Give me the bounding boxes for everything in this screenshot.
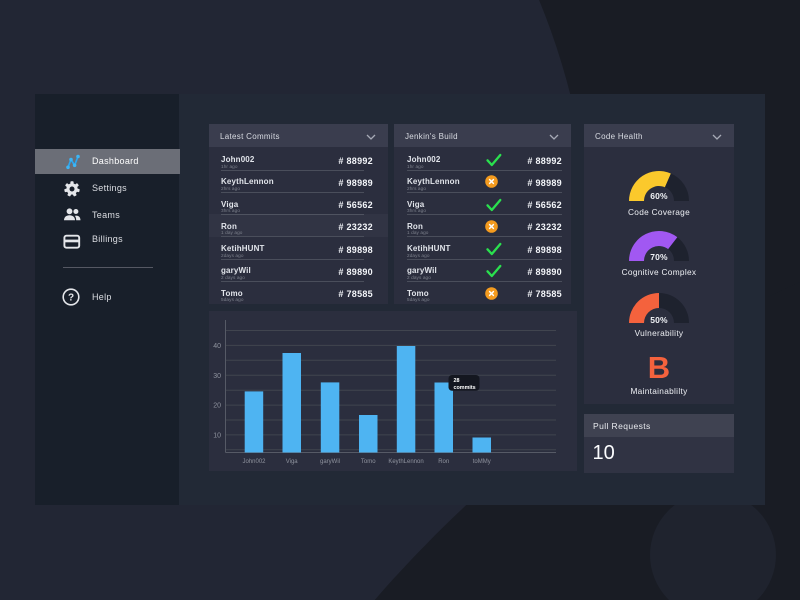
svg-text:John002: John002 (242, 459, 266, 465)
svg-text:28: 28 (454, 378, 460, 384)
svg-text:toMMy: toMMy (473, 459, 491, 465)
svg-text:Viga: Viga (286, 459, 299, 465)
svg-text:40: 40 (213, 343, 221, 350)
svg-text:30: 30 (213, 373, 221, 380)
svg-text:commits: commits (454, 385, 476, 391)
svg-text:KeythLennon: KeythLennon (388, 459, 423, 465)
svg-text:Tomo: Tomo (361, 459, 376, 465)
svg-text:?: ? (68, 293, 74, 304)
svg-text:garyWil: garyWil (320, 459, 340, 465)
svg-text:Ron: Ron (438, 459, 449, 465)
svg-text:10: 10 (213, 432, 221, 439)
svg-text:20: 20 (213, 403, 221, 410)
